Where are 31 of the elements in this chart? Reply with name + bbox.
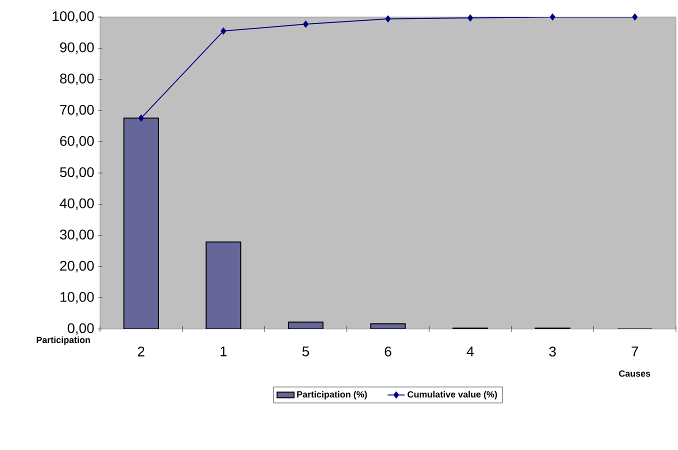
point: [385, 15, 391, 22]
point: [138, 114, 144, 122]
x-axis-title: Causes: [619, 370, 650, 377]
x-tick-label: 3: [549, 346, 556, 356]
x-tick-label: 7: [632, 346, 638, 356]
y-tick-label: 20,00: [60, 260, 94, 272]
legend-label: Cumulative value (%): [408, 390, 497, 400]
y-tick-label: 50,00: [60, 167, 94, 179]
point: [468, 14, 474, 22]
y-tick-label: 80,00: [60, 74, 94, 86]
y-tick-label: 60,00: [60, 136, 94, 148]
x-tick-label: 2: [138, 346, 144, 356]
y-tick-label: 70,00: [60, 104, 94, 116]
point: [550, 14, 556, 20]
x-tick-label: 6: [384, 346, 392, 356]
x-tick-label: 4: [466, 346, 474, 356]
y-tick-label: 10,00: [60, 292, 94, 304]
y-tick-label: 30,00: [60, 230, 94, 242]
y-tick-label: 0,00: [68, 323, 94, 335]
point: [302, 20, 308, 28]
y-axis-title: Participation: [36, 336, 90, 345]
y-tick-label: 40,00: [60, 198, 94, 210]
bar: [206, 241, 242, 329]
y-tick-label: 100,00: [52, 11, 94, 23]
x-tick-label: 5: [302, 346, 310, 356]
point: [632, 14, 638, 20]
point: [220, 28, 226, 35]
y-tick-label: 90,00: [60, 42, 94, 54]
bar: [123, 118, 159, 329]
x-tick-label: 1: [220, 346, 227, 356]
legend-label: Participation (%): [297, 390, 367, 400]
